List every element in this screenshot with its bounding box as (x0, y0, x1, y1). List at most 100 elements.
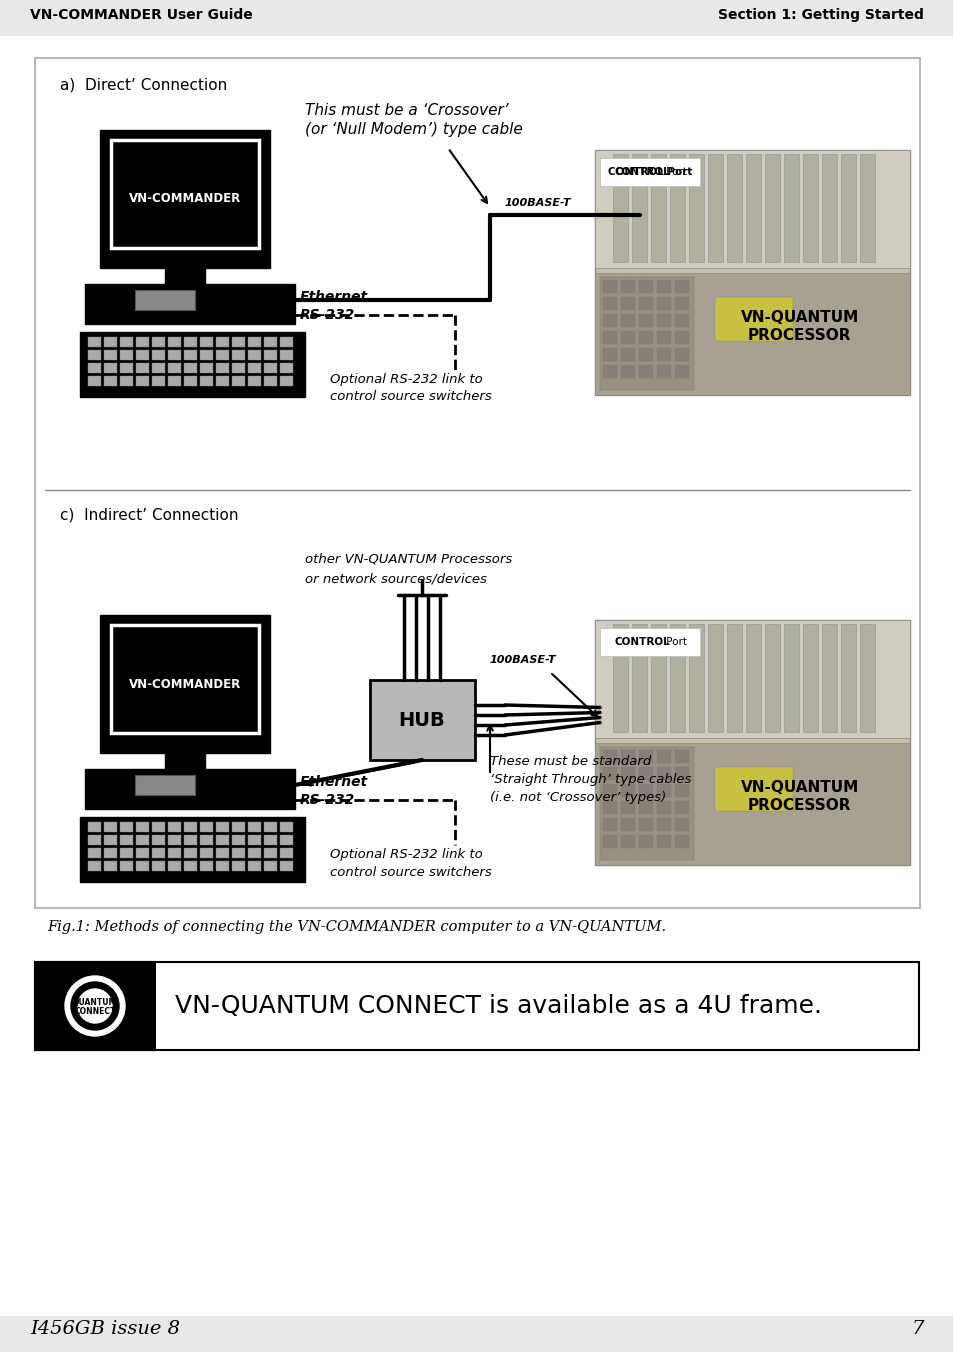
Bar (232, 822, 245, 831)
Bar (232, 350, 245, 360)
Bar (280, 822, 293, 831)
Bar (215, 337, 229, 347)
Bar (88, 836, 101, 845)
Bar (631, 625, 646, 731)
Bar (595, 621, 909, 738)
Bar (35, 963, 154, 1051)
Bar (120, 836, 132, 845)
Bar (184, 376, 196, 387)
Bar (620, 297, 635, 310)
Bar (200, 836, 213, 845)
Bar (280, 337, 293, 347)
Bar (675, 800, 688, 814)
Text: Ethernet: Ethernet (299, 775, 368, 790)
Bar (152, 822, 165, 831)
Bar (104, 836, 117, 845)
Bar (152, 362, 165, 373)
Bar (232, 848, 245, 859)
Bar (215, 822, 229, 831)
Bar (264, 836, 276, 845)
Bar (152, 376, 165, 387)
Text: HUB: HUB (398, 711, 445, 730)
Bar (620, 365, 635, 377)
Bar (100, 130, 270, 268)
Bar (639, 784, 652, 796)
Bar (120, 376, 132, 387)
Bar (264, 376, 276, 387)
Bar (152, 836, 165, 845)
Bar (200, 350, 213, 360)
Bar (675, 280, 688, 293)
Bar (88, 376, 101, 387)
Text: QUANTUM: QUANTUM (72, 998, 117, 1006)
Bar (613, 154, 627, 262)
Bar (599, 627, 700, 656)
Bar (152, 337, 165, 347)
Bar (111, 625, 258, 733)
Text: 7: 7 (911, 1320, 923, 1338)
Bar (35, 963, 918, 1051)
Bar (168, 362, 181, 373)
Bar (136, 861, 149, 871)
Bar (248, 362, 261, 373)
Bar (135, 775, 194, 795)
Bar (821, 154, 836, 262)
Bar (248, 848, 261, 859)
Bar (232, 836, 245, 845)
Bar (657, 800, 670, 814)
Bar (232, 337, 245, 347)
Text: or network sources/devices: or network sources/devices (305, 572, 486, 585)
Bar (248, 350, 261, 360)
Bar (370, 680, 475, 760)
Bar (783, 625, 799, 731)
Bar (657, 365, 670, 377)
Text: 100BASE-T: 100BASE-T (504, 197, 571, 208)
Text: Port: Port (662, 637, 686, 648)
Bar (639, 314, 652, 327)
Bar (85, 769, 294, 808)
Bar (215, 861, 229, 871)
Bar (620, 834, 635, 848)
Bar (745, 625, 760, 731)
Bar (120, 350, 132, 360)
Bar (104, 376, 117, 387)
Bar (599, 277, 694, 391)
Bar (35, 58, 919, 909)
Bar (264, 362, 276, 373)
Bar (232, 861, 245, 871)
Bar (602, 280, 617, 293)
Bar (602, 347, 617, 361)
Bar (639, 767, 652, 780)
Bar (248, 337, 261, 347)
Bar (639, 834, 652, 848)
Text: control source switchers: control source switchers (330, 389, 491, 403)
Bar (85, 284, 294, 324)
Bar (120, 822, 132, 831)
Text: VN-QUANTUM
PROCESSOR: VN-QUANTUM PROCESSOR (740, 780, 858, 813)
Bar (264, 848, 276, 859)
Bar (639, 750, 652, 763)
Bar (620, 347, 635, 361)
Bar (620, 784, 635, 796)
Bar (639, 280, 652, 293)
Bar (859, 154, 874, 262)
Bar (613, 625, 627, 731)
Bar (248, 822, 261, 831)
Bar (802, 154, 817, 262)
Bar (602, 750, 617, 763)
Bar (714, 767, 793, 811)
Bar (232, 362, 245, 373)
Bar (88, 350, 101, 360)
Bar (280, 836, 293, 845)
Bar (120, 337, 132, 347)
Bar (280, 848, 293, 859)
Text: CONNECT: CONNECT (74, 1006, 115, 1015)
Bar (726, 154, 741, 262)
Bar (657, 347, 670, 361)
Bar (248, 376, 261, 387)
Text: CONTROL Port: CONTROL Port (607, 168, 692, 177)
Bar (657, 750, 670, 763)
Bar (639, 818, 652, 831)
Bar (620, 750, 635, 763)
Bar (215, 350, 229, 360)
